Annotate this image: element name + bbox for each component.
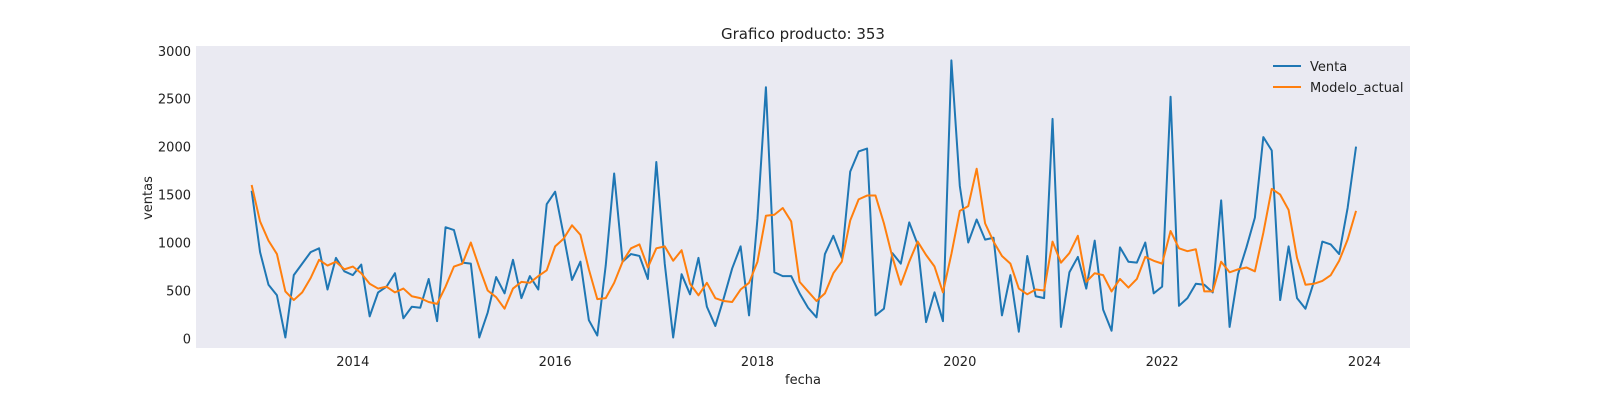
x-tick-label: 2018 [741, 355, 774, 370]
y-axis-ticks: 0 500 1000 1500 2000 2500 3000 [158, 45, 191, 348]
y-tick-label: 2500 [158, 93, 191, 108]
legend: Venta Modelo_actual [1273, 60, 1404, 96]
legend-label-venta: Venta [1310, 60, 1347, 75]
series-line-venta [250, 59, 1358, 339]
y-tick-label: 2000 [158, 141, 191, 156]
x-tick-label: 2024 [1348, 355, 1381, 370]
series-layer [250, 59, 1358, 339]
y-tick-label: 1000 [158, 237, 191, 252]
y-tick-label: 1500 [158, 189, 191, 204]
legend-label-modelo-actual: Modelo_actual [1310, 81, 1404, 96]
y-tick-label: 500 [166, 284, 191, 299]
series-line-modelo-actual [250, 167, 1357, 310]
y-tick-label: 3000 [158, 45, 191, 60]
y-tick-label: 0 [183, 332, 191, 347]
x-tick-label: 2020 [943, 355, 976, 370]
x-tick-label: 2014 [336, 355, 369, 370]
y-axis-label: ventas [141, 176, 156, 220]
x-tick-label: 2016 [539, 355, 572, 370]
x-axis-label: fecha [785, 373, 821, 388]
x-tick-label: 2022 [1146, 355, 1179, 370]
x-axis-ticks: 2014 2016 2018 2020 2022 2024 [336, 355, 1381, 370]
chart-title: Grafico producto: 353 [721, 25, 885, 43]
